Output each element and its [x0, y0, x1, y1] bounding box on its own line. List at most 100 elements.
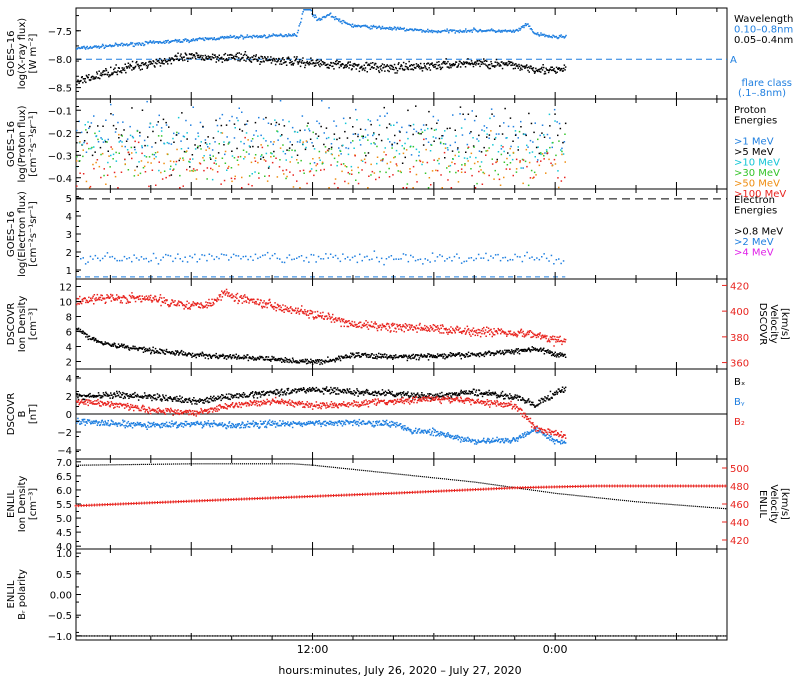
proton-series-0-point — [199, 121, 202, 124]
xray-short-series-point — [235, 53, 237, 56]
dscovr-velocity-series-point — [544, 335, 547, 338]
proton-series-1-point — [239, 128, 241, 131]
xray-short-series-point — [97, 77, 100, 79]
proton-series-5-point — [392, 174, 394, 176]
bx-series-point — [122, 391, 124, 394]
xray-long-series-point — [249, 35, 252, 38]
proton-series-2-point — [444, 130, 446, 132]
xray-short-series-point — [245, 60, 247, 62]
xray-short-series-point — [449, 63, 451, 65]
bx-series-point — [191, 399, 194, 401]
dscovr-velocity-series-point — [211, 304, 214, 306]
bx-series-point — [353, 394, 356, 396]
dscovr-density-series-point — [442, 355, 445, 358]
dscovr-velocity-series-point — [505, 333, 507, 335]
bx-series-point — [195, 400, 197, 403]
proton-series-4-point — [454, 154, 456, 157]
xray-short-series-point — [298, 61, 300, 64]
proton-series-2-point — [194, 148, 197, 150]
proton-series-0-point — [330, 143, 333, 145]
dscovr-velocity-series-point — [91, 297, 94, 299]
xray-long-series-point — [405, 30, 407, 32]
bx-series-point — [336, 393, 338, 395]
dscovr-density-series-point — [91, 338, 93, 340]
proton-series-1-point — [183, 150, 186, 153]
proton-series-0-point — [447, 149, 449, 151]
xray-long-series-point — [426, 30, 428, 33]
dscovr-velocity-series-point — [386, 322, 388, 325]
xray-long-series-point — [538, 35, 541, 37]
dscovr-velocity-series-point — [392, 324, 395, 326]
dscovr-velocity-series-point — [319, 315, 321, 317]
proton-series-4-point — [554, 163, 557, 165]
dscovr-velocity-series-point — [245, 300, 247, 302]
proton-series-3-point — [543, 155, 545, 157]
xray-short-series-point — [401, 67, 404, 70]
xray-short-series-point — [118, 67, 120, 69]
dscovr-velocity-series-point — [216, 297, 219, 299]
dscovr-density-series-point — [563, 354, 565, 357]
proton-series-2-point — [562, 153, 565, 155]
electron-series-point — [397, 258, 400, 260]
dscovr-velocity-series-point — [363, 322, 365, 325]
xray-short-series-point — [447, 60, 449, 63]
dscovr-velocity-series-point — [422, 327, 424, 329]
xray-short-series-point — [325, 63, 328, 66]
bx-series-point — [205, 397, 208, 400]
proton-series-3-point — [194, 169, 196, 172]
xray-long-series-point — [381, 25, 384, 28]
dscovr-velocity-series-point — [447, 331, 450, 334]
bx-series-point — [280, 389, 282, 391]
dscovr-density-series-point — [504, 349, 506, 351]
dscovr-velocity-series-point — [343, 325, 345, 328]
dscovr-density-series-point — [426, 356, 428, 358]
dscovr-density-series-point — [97, 339, 99, 342]
dscovr-density-series-point — [504, 352, 507, 354]
xray-long-series-point — [200, 37, 202, 40]
xray-short-series-point — [312, 61, 314, 64]
dscovr-density-series-point — [537, 349, 539, 351]
proton-series-2-point — [160, 130, 163, 132]
proton-series-4-point — [496, 160, 498, 163]
dscovr-velocity-series-point — [538, 333, 540, 335]
xray-short-series-point — [479, 65, 481, 68]
xray-long-series-point — [185, 38, 187, 40]
dscovr-velocity-series-point — [157, 299, 160, 302]
dscovr-density-series-point — [398, 356, 400, 358]
dscovr-density-series-point — [128, 349, 131, 351]
xray-short-series-point — [389, 64, 392, 67]
dscovr-velocity-series-point — [395, 331, 398, 333]
dscovr-density-series-point — [422, 355, 425, 358]
dscovr-density-series-point — [471, 352, 473, 354]
xray-short-series-point — [392, 68, 394, 70]
proton-series-5-point — [182, 185, 184, 187]
proton-series-3-point — [324, 146, 327, 148]
dscovr-density-series-point — [463, 354, 466, 356]
dscovr-velocity-series-point — [286, 306, 288, 309]
xray-short-series-point — [184, 59, 186, 61]
xray-long-series-point — [274, 34, 276, 36]
xray-long-series-point — [513, 31, 515, 33]
dscovr-density-series-point — [225, 355, 227, 357]
proton-series-1-point — [357, 135, 359, 138]
dscovr-density-series-point — [236, 358, 238, 360]
xray-short-series-point — [404, 65, 407, 68]
dscovr-density-series-point — [320, 361, 322, 364]
proton-series-0-point — [490, 108, 493, 110]
proton-series-4-point — [344, 165, 346, 167]
xray-short-series-point — [123, 67, 125, 69]
dscovr-density-series-point — [125, 346, 128, 349]
xray-long-series-point — [322, 16, 325, 18]
dscovr-velocity-series-point — [499, 329, 501, 332]
proton-series-1-point — [204, 142, 207, 144]
bx-series-point — [456, 395, 459, 397]
proton-series-3-point — [336, 161, 339, 163]
proton-series-1-point — [309, 138, 312, 140]
bx-series-point — [484, 392, 487, 395]
proton-series-3-point — [294, 149, 296, 152]
xray-long-series-point — [510, 30, 512, 32]
dscovr-velocity-series-point — [415, 328, 417, 330]
proton-series-4-point — [153, 157, 156, 160]
proton-series-0-point — [141, 146, 143, 149]
dscovr-density-series-point — [464, 355, 467, 358]
